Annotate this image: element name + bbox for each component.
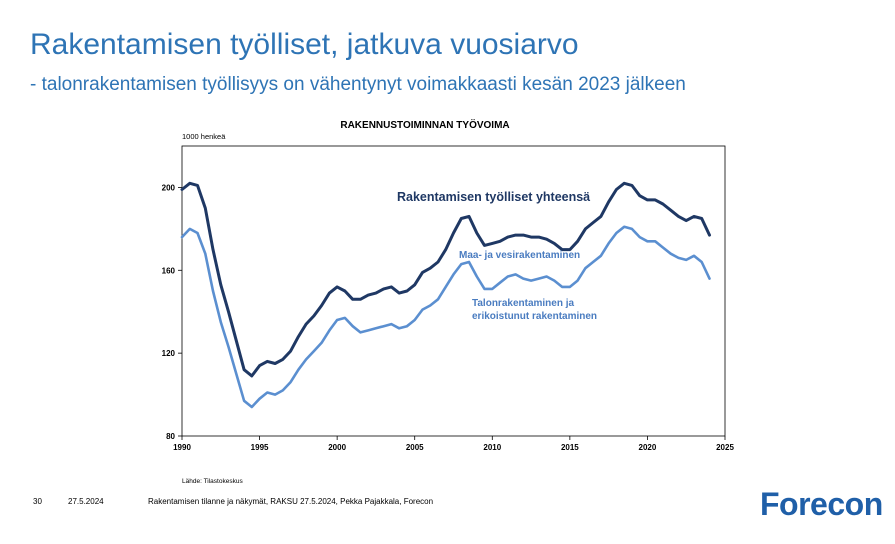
source-note: Lähde: Tilastokeskus bbox=[182, 478, 243, 485]
x-tick-label: 2020 bbox=[639, 443, 657, 452]
y-axis-label: 1000 henkeä bbox=[182, 132, 226, 141]
annotation-building-line1: Talonrakentaminen ja bbox=[472, 298, 575, 309]
page-number: 30 bbox=[33, 497, 42, 506]
x-tick-label: 2015 bbox=[561, 443, 579, 452]
annotation-building-line2: erikoistunut rakentaminen bbox=[472, 311, 597, 322]
plot-area bbox=[181, 145, 726, 437]
slide-title: Rakentamisen työlliset, jatkuva vuosiarv… bbox=[30, 28, 579, 61]
y-tick-label: 160 bbox=[162, 266, 176, 275]
x-tick-label: 2005 bbox=[406, 443, 424, 452]
x-tick-label: 2010 bbox=[483, 443, 501, 452]
y-tick-label: 80 bbox=[166, 432, 175, 441]
annotation-civil-engineering: Maa- ja vesirakentaminen bbox=[459, 250, 580, 261]
x-tick-label: 1995 bbox=[251, 443, 269, 452]
x-tick-label: 2000 bbox=[328, 443, 346, 452]
y-tick-label: 120 bbox=[162, 349, 176, 358]
series-line-civil-engineering bbox=[180, 225, 711, 409]
annotation-total: Rakentamisen työlliset yhteensä bbox=[397, 190, 590, 204]
forecon-logo: Forecon bbox=[760, 486, 883, 522]
chart-title: RAKENNUSTOIMINNAN TYÖVOIMA bbox=[340, 118, 509, 131]
y-tick-label: 200 bbox=[162, 183, 176, 192]
x-tick-label: 1990 bbox=[173, 443, 191, 452]
footer-date: 27.5.2024 bbox=[68, 497, 104, 506]
series-line-total bbox=[180, 181, 711, 378]
x-tick-label: 2025 bbox=[716, 443, 734, 452]
slide-subtitle: - talonrakentamisen työllisyys on vähent… bbox=[30, 74, 686, 95]
footer-source: Rakentamisen tilanne ja näkymät, RAKSU 2… bbox=[148, 497, 434, 506]
